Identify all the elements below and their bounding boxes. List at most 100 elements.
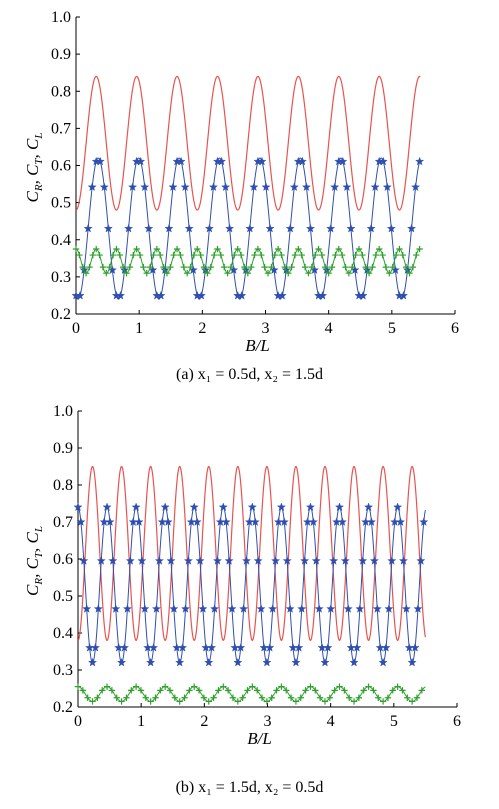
series-marker (343, 604, 353, 613)
y-tick-label: 0.6 (51, 158, 71, 175)
series-marker (96, 251, 103, 259)
series-marker (254, 245, 262, 253)
series-marker (128, 182, 138, 192)
series-marker (345, 269, 353, 277)
series-marker (384, 604, 394, 613)
y-tick-label: 1.0 (51, 9, 71, 26)
series-marker (99, 687, 106, 694)
y-tick-label: 0.7 (53, 514, 73, 531)
series-marker (410, 642, 420, 652)
series-marker (382, 182, 392, 192)
series-marker (224, 556, 234, 565)
series-marker (83, 223, 93, 233)
series-marker (369, 556, 379, 565)
series-marker (124, 223, 134, 233)
series-marker (187, 263, 194, 271)
series-marker (279, 517, 289, 526)
series-marker (125, 556, 135, 565)
series-marker (221, 263, 228, 271)
series-marker (352, 251, 359, 259)
y-tick-label: 0.9 (53, 440, 73, 457)
series-marker (330, 182, 340, 192)
series-marker (89, 251, 97, 259)
x-tick-label: 1 (135, 320, 143, 337)
series-marker (297, 694, 304, 701)
y-tick-label: 0.8 (53, 477, 73, 494)
series-marker (105, 517, 115, 526)
series-marker (205, 698, 212, 705)
series-marker (411, 182, 421, 192)
series-marker (358, 290, 368, 300)
series-marker (140, 604, 150, 613)
series-marker (229, 694, 237, 701)
series-marker (350, 698, 358, 705)
series-marker (218, 502, 228, 512)
x-tick-label: 4 (327, 713, 335, 730)
series-marker (305, 502, 315, 512)
series-marker (326, 694, 334, 701)
series-marker (291, 657, 301, 667)
series-marker (295, 245, 302, 253)
series-marker (338, 156, 348, 166)
series-marker (402, 263, 410, 271)
series-marker (154, 556, 164, 565)
series-marker (349, 657, 359, 667)
series-marker (167, 263, 174, 271)
series-marker (273, 687, 280, 694)
series-marker (336, 683, 343, 690)
y-tick-label: 0.3 (53, 662, 73, 679)
series-marker (231, 251, 238, 259)
series-marker (236, 642, 246, 652)
series-marker (308, 263, 316, 271)
series-marker (332, 251, 339, 259)
series-marker (153, 245, 161, 253)
series-marker (399, 687, 406, 694)
series-marker (375, 694, 382, 701)
series-marker (407, 657, 417, 667)
series-marker (224, 269, 231, 277)
x-tick-label: 2 (200, 713, 208, 730)
series-marker (150, 251, 157, 259)
series-marker (325, 269, 332, 277)
series-marker (87, 182, 97, 192)
series-marker (404, 694, 411, 701)
series-marker (274, 245, 282, 253)
series-marker (244, 687, 251, 694)
series-marker (143, 269, 150, 277)
series-marker (166, 556, 176, 565)
series-marker (132, 683, 140, 690)
series-marker (329, 556, 339, 565)
series-marker (326, 223, 336, 233)
series-marker (131, 502, 141, 512)
series-marker (271, 556, 281, 565)
series-marker (180, 263, 188, 271)
series-marker (204, 223, 214, 233)
y-tick-label: 0.7 (51, 120, 71, 137)
series-marker (382, 263, 390, 271)
series-marker (292, 698, 300, 705)
series-marker (360, 687, 367, 694)
series-marker (315, 245, 322, 253)
series-marker (268, 604, 278, 613)
series-marker (117, 657, 127, 667)
series-marker (108, 687, 116, 694)
series-marker (89, 698, 96, 705)
series-marker (258, 251, 265, 259)
series-marker (177, 251, 184, 259)
series-marker (392, 251, 400, 259)
series-marker (379, 698, 387, 705)
series-marker (93, 245, 100, 253)
series-marker (160, 502, 170, 512)
series-marker (277, 290, 287, 300)
series-marker (195, 687, 203, 694)
series-marker (147, 698, 154, 705)
series-marker (123, 269, 130, 277)
series-marker (217, 251, 225, 259)
series-marker (173, 245, 181, 253)
series-marker (278, 251, 285, 259)
x-tick-label: 1 (137, 713, 145, 730)
series-marker (362, 263, 369, 271)
series-marker (168, 182, 178, 192)
series-marker (297, 604, 307, 613)
